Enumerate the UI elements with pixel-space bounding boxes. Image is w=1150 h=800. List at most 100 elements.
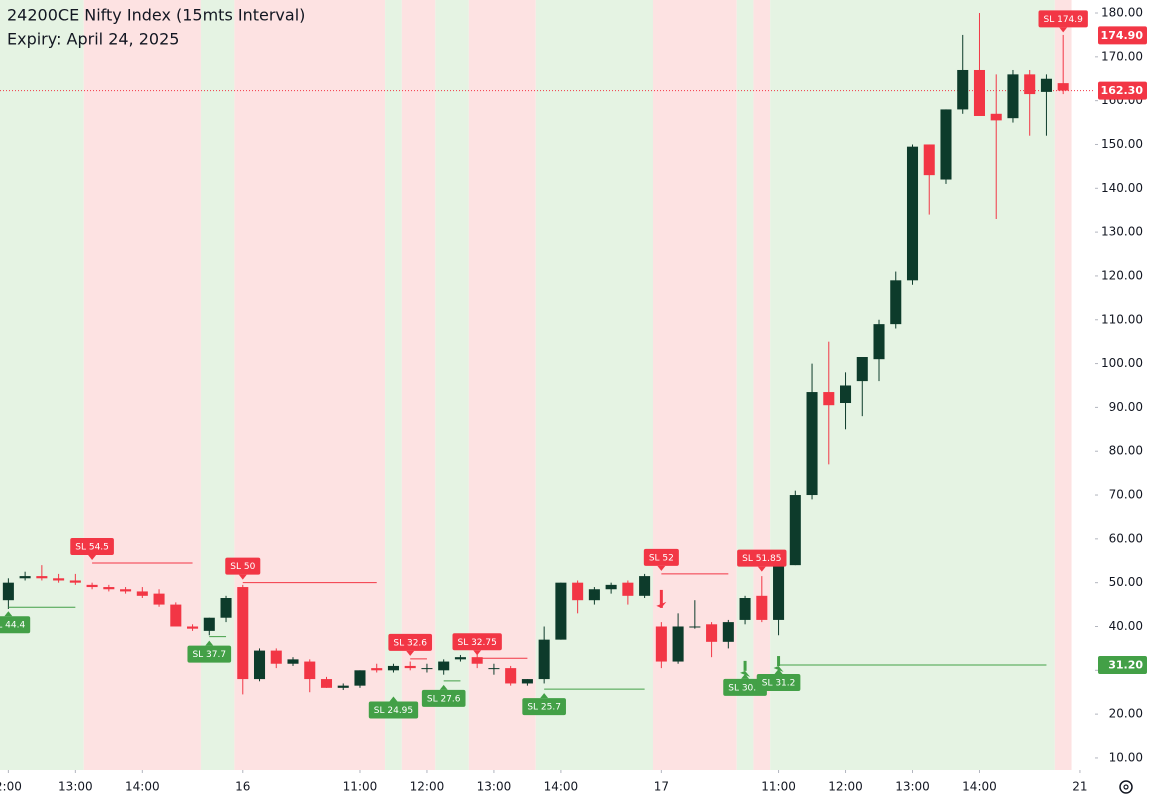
signal-text: SL 50 xyxy=(230,562,255,572)
x-tick-label: 17 xyxy=(654,780,669,794)
candle-body xyxy=(555,582,567,640)
trend-zone xyxy=(401,0,436,770)
signal-text: SL 32.6 xyxy=(393,638,427,648)
price-tag xyxy=(1098,26,1147,45)
candle-body xyxy=(220,598,232,618)
signal-text: SL 31.2 xyxy=(762,679,796,689)
signal-text: SL 27.6 xyxy=(427,694,461,704)
x-tick-label: 21 xyxy=(1072,780,1087,794)
candle-body xyxy=(237,587,249,680)
signal-box xyxy=(737,549,787,567)
settings-icon[interactable] xyxy=(1119,780,1133,794)
signal-box xyxy=(643,548,679,566)
axes: 10.0020.0030.0040.0050.0060.0070.0080.00… xyxy=(0,6,1147,794)
signal-text: SL 52 xyxy=(649,553,674,563)
candle-body xyxy=(722,622,734,642)
candle-body xyxy=(605,584,617,590)
signal-text: SL 37.7 xyxy=(192,650,226,660)
y-tick-label: 10.00 xyxy=(1109,750,1143,764)
candle-body xyxy=(706,624,718,642)
signal-box xyxy=(756,674,801,692)
candle-body xyxy=(906,146,919,281)
signal-label: SL 52 xyxy=(643,548,679,571)
candle-body xyxy=(789,495,801,566)
x-tick-label: 12:00 xyxy=(828,780,863,794)
candle-body xyxy=(354,670,366,686)
candle-body xyxy=(387,665,399,671)
y-tick-label: 20.00 xyxy=(1109,707,1143,721)
candle-body xyxy=(270,650,282,664)
y-tick-label: 50.00 xyxy=(1109,575,1143,589)
candle-body xyxy=(320,679,333,688)
signal-box xyxy=(421,689,466,707)
signal-box xyxy=(368,701,419,719)
signal-pointer xyxy=(389,696,398,702)
candle-body xyxy=(756,595,768,620)
candle-body xyxy=(337,685,349,688)
candle-body xyxy=(1007,74,1019,119)
signal-pointer xyxy=(4,611,13,617)
candle-body xyxy=(471,657,483,664)
candle-body xyxy=(990,113,1002,121)
y-tick-label: 130.00 xyxy=(1101,225,1143,239)
signal-text: SL 44.4 xyxy=(0,621,25,631)
candle-body xyxy=(806,392,818,496)
candle-body xyxy=(69,580,81,583)
trend-zone xyxy=(535,0,653,770)
x-tick-label: 13:00 xyxy=(895,780,930,794)
signal-label: SL 31.2 xyxy=(756,669,801,692)
candle-body xyxy=(538,639,550,680)
signal-label: SL 50 xyxy=(225,557,261,580)
candle-body xyxy=(521,679,533,684)
candle-body xyxy=(873,324,885,360)
signal-pointer xyxy=(1059,27,1068,33)
x-tick-label: 11:00 xyxy=(343,780,378,794)
price-tag-label: 162.30 xyxy=(1101,84,1144,97)
signal-box xyxy=(1038,10,1088,28)
candle-body xyxy=(1024,74,1036,95)
signal-pointer xyxy=(657,565,666,571)
price-tag-label: 174.90 xyxy=(1101,29,1144,42)
y-tick-label: 110.00 xyxy=(1101,312,1143,326)
signal-arrow-head xyxy=(740,670,751,677)
candle-body xyxy=(253,650,266,680)
candle-body xyxy=(739,598,751,620)
y-tick-label: 140.00 xyxy=(1101,181,1143,195)
candle-body xyxy=(923,144,935,176)
candle-body xyxy=(973,69,985,116)
signal-label: SL 44.4 xyxy=(0,611,31,634)
candle-body xyxy=(672,626,684,662)
signal-box xyxy=(388,633,433,651)
candle-body xyxy=(655,626,667,662)
y-tick-label: 180.00 xyxy=(1101,6,1143,20)
trend-zone xyxy=(736,0,754,770)
candle-body xyxy=(438,661,450,671)
trend-zone xyxy=(468,0,536,770)
trend-zone xyxy=(83,0,201,770)
y-tick-label: 70.00 xyxy=(1109,488,1143,502)
x-tick-label: 14:00 xyxy=(544,780,579,794)
signal-pointer xyxy=(741,673,750,679)
candle-body xyxy=(136,591,148,596)
trend-zone xyxy=(753,0,771,770)
signal-text: SL 25.7 xyxy=(527,703,561,713)
candle-body xyxy=(120,589,132,592)
signal-label: SL 37.7 xyxy=(187,640,232,663)
candle-body xyxy=(773,565,785,620)
candle-body xyxy=(1057,83,1069,91)
candle-body xyxy=(505,668,517,684)
candle-body xyxy=(153,593,165,605)
candle-body xyxy=(304,661,316,680)
candle-body xyxy=(203,617,215,631)
signal-pointer xyxy=(757,566,766,572)
signal-box xyxy=(723,678,767,696)
y-tick-label: 60.00 xyxy=(1109,531,1143,545)
trend-zone xyxy=(435,0,469,770)
candle-body xyxy=(170,604,182,627)
signal-pointer xyxy=(406,650,415,656)
candle-body xyxy=(404,665,416,669)
signal-text: SL 174.9 xyxy=(1044,15,1084,25)
candle-body xyxy=(622,582,634,596)
signal-label: SL 27.6 xyxy=(421,684,466,707)
